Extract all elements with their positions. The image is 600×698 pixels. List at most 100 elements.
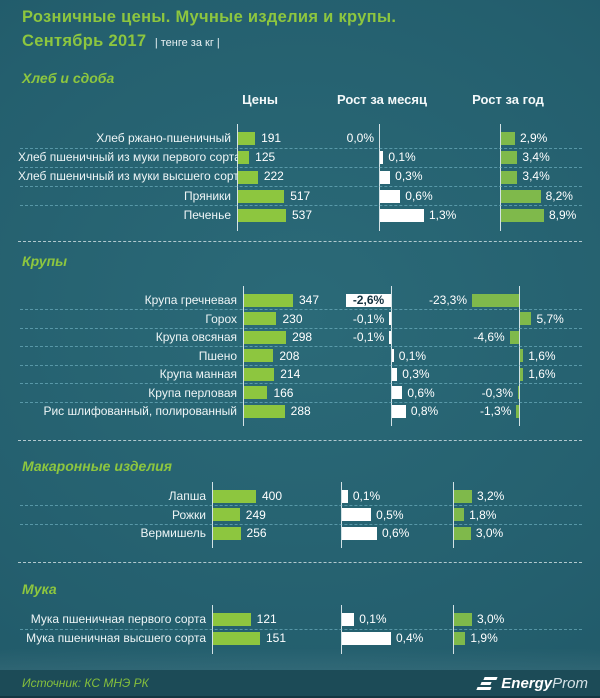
row-label: Пряники xyxy=(184,188,231,203)
year-axis-line xyxy=(500,123,501,231)
price-bar xyxy=(213,526,241,540)
price-bar xyxy=(213,489,256,503)
row-separator xyxy=(20,628,582,630)
year-axis-line xyxy=(453,481,454,548)
month-value: 0,5% xyxy=(376,507,404,522)
year-bar xyxy=(520,349,524,363)
page-title: Розничные цены. Мучные изделия и крупы. xyxy=(22,8,397,26)
month-bar xyxy=(392,349,394,363)
price-value: 222 xyxy=(263,169,284,184)
row-label: Хлеб пшеничный из муки первого сорта xyxy=(18,150,241,165)
subtitle-unit: | тенге за кг | xyxy=(154,37,220,49)
row-separator xyxy=(20,309,582,310)
month-value: 0,8% xyxy=(410,404,439,418)
price-bar xyxy=(238,151,250,165)
row-label: Горох xyxy=(205,311,237,326)
year-value: 1,6% xyxy=(528,348,556,363)
month-bar xyxy=(392,404,406,418)
month-value: 0,6% xyxy=(407,385,435,400)
price-value: 537 xyxy=(292,207,313,222)
year-value: 1,9% xyxy=(470,631,498,645)
year-bar xyxy=(501,170,518,184)
year-axis-line xyxy=(519,285,520,426)
year-bar xyxy=(454,526,471,540)
year-value: 5,7% xyxy=(536,311,564,326)
row-separator xyxy=(20,327,582,329)
row-separator xyxy=(20,147,582,149)
row-label: Крупа манная xyxy=(159,367,237,381)
price-value: 230 xyxy=(282,311,303,326)
month-value: 0,4% xyxy=(396,631,424,645)
year-value: 8,2% xyxy=(545,188,573,203)
price-bar xyxy=(238,208,286,222)
month-bar xyxy=(389,312,391,326)
month-value: -0,1% xyxy=(352,330,385,344)
price-value: 256 xyxy=(246,526,267,540)
price-bar xyxy=(238,189,285,203)
price-value: 249 xyxy=(245,507,266,522)
year-value: 1,6% xyxy=(528,367,556,381)
row-separator xyxy=(20,205,582,207)
column-header-prices: Цены xyxy=(242,92,278,107)
year-bar xyxy=(501,208,544,222)
price-bar xyxy=(238,170,258,184)
price-bar xyxy=(244,312,277,326)
month-value: 0,3% xyxy=(402,367,430,381)
month-axis-line xyxy=(391,285,392,426)
section-separator xyxy=(18,562,582,563)
row-label: Мука пшеничная первого сорта xyxy=(30,612,206,626)
section-title-flour: Мука xyxy=(22,581,57,597)
month-bar xyxy=(346,293,391,307)
month-bar xyxy=(342,632,391,645)
row-label: Хлеб пшеничный из муки высшего сорта xyxy=(18,169,246,184)
month-bar xyxy=(342,489,348,503)
energyprom-logo-icon xyxy=(476,675,499,692)
row-separator xyxy=(20,401,582,403)
year-value: 3,0% xyxy=(477,612,505,626)
price-value: 347 xyxy=(299,293,320,307)
year-bar xyxy=(520,367,524,381)
row-label: Хлеб ржано-пшеничный xyxy=(96,131,231,145)
month-value: 0,6% xyxy=(382,526,410,540)
price-value: 298 xyxy=(292,330,313,344)
year-value: 8,9% xyxy=(549,207,577,222)
section-separator xyxy=(18,241,582,242)
year-bar xyxy=(454,508,465,522)
year-value: -0,3% xyxy=(481,385,513,400)
month-bar xyxy=(380,170,391,184)
year-value: 3,4% xyxy=(522,169,550,184)
month-value: 0,1% xyxy=(359,612,387,626)
year-bar xyxy=(520,312,532,326)
price-bar xyxy=(244,367,275,381)
price-value: 125 xyxy=(255,150,276,165)
month-bar xyxy=(392,367,398,381)
row-separator xyxy=(20,505,582,506)
footer-glow xyxy=(0,648,600,670)
price-bar xyxy=(244,293,293,307)
section-title-pasta: Макаронные изделия xyxy=(22,458,172,474)
month-bar xyxy=(389,330,391,344)
row-separator xyxy=(20,383,582,384)
year-bar xyxy=(454,613,472,626)
month-value: -0,1% xyxy=(352,311,385,326)
row-label: Мука пшеничная высшего сорта xyxy=(26,631,206,645)
row-separator xyxy=(20,166,582,168)
year-value: 1,8% xyxy=(469,507,497,522)
row-label: Печенье xyxy=(183,207,231,222)
year-bar xyxy=(454,489,472,503)
price-bar xyxy=(244,404,285,418)
footer-bar: Источник: КС МНЭ РК EnergyProm xyxy=(0,670,600,698)
price-bar xyxy=(213,613,251,626)
year-value: 3,4% xyxy=(522,150,550,165)
row-label: Крупа овсяная xyxy=(155,330,237,344)
row-separator xyxy=(20,346,582,347)
year-bar xyxy=(472,293,519,307)
month-value: 0,1% xyxy=(388,150,416,165)
row-separator xyxy=(20,364,582,366)
year-value: -1,3% xyxy=(480,404,512,418)
price-value: 214 xyxy=(280,367,301,381)
section-title-cereals: Крупы xyxy=(22,253,68,269)
row-label: Крупа гречневая xyxy=(144,293,237,307)
year-bar xyxy=(501,132,515,146)
